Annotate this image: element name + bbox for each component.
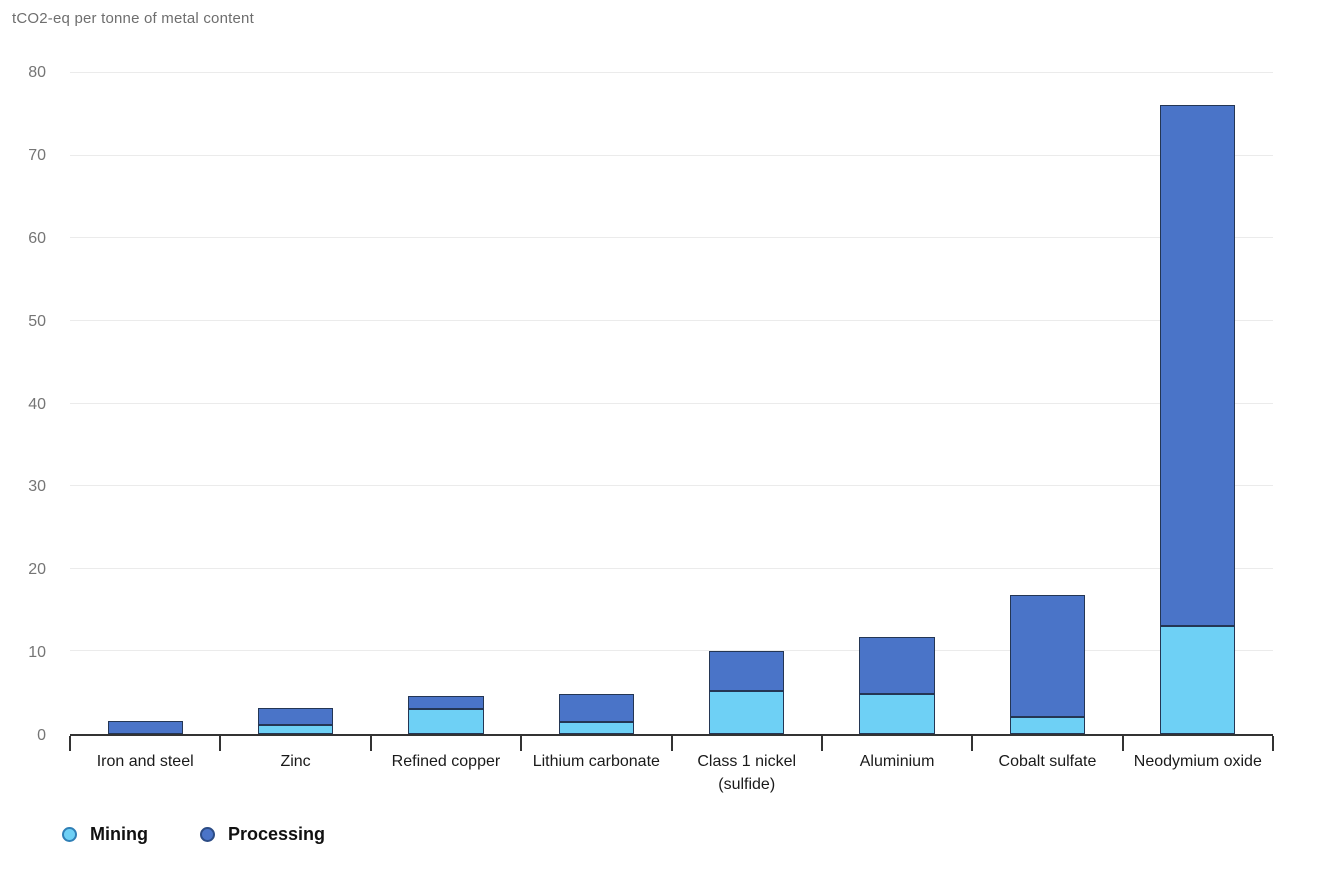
segment-mining xyxy=(709,691,785,734)
segment-processing xyxy=(107,720,183,734)
legend-label: Processing xyxy=(227,824,326,844)
bar-lithium-carbonate xyxy=(558,73,634,734)
bar-iron-and-steel xyxy=(107,73,183,734)
gridline xyxy=(70,650,1273,652)
x-tick xyxy=(69,736,71,751)
legend-swatch-icon xyxy=(62,827,77,842)
legend-item-processing: Processing xyxy=(199,824,326,845)
bar-slot-5 xyxy=(672,73,822,734)
x-axis-ticks xyxy=(69,736,1274,751)
bar-class-1-nickel-sulfide- xyxy=(709,73,785,734)
segment-processing xyxy=(408,696,484,710)
bar-refined-copper xyxy=(408,73,484,734)
gridline xyxy=(70,319,1273,321)
y-tick-label: 20 xyxy=(28,561,46,579)
bar-slot-1 xyxy=(70,73,220,734)
x-tick xyxy=(971,736,974,751)
gridline xyxy=(70,154,1273,156)
plot-area xyxy=(70,72,1273,736)
chart-title: tCO2-eq per tonne of metal content xyxy=(12,10,254,27)
bar-aluminium xyxy=(859,73,935,734)
category-label: Lithium carbonate xyxy=(532,753,660,770)
segment-processing xyxy=(257,708,334,725)
category-label: Aluminium xyxy=(859,753,935,770)
bar-zinc xyxy=(257,73,334,734)
segment-mining xyxy=(558,721,634,734)
x-tick xyxy=(520,736,523,751)
x-tick xyxy=(1121,736,1124,751)
bar-slot-8 xyxy=(1123,73,1273,734)
segment-mining xyxy=(859,693,935,734)
bar-slot-2 xyxy=(220,73,370,734)
category-label: Iron and steel xyxy=(96,753,194,770)
bar-slot-3 xyxy=(371,73,521,734)
segment-processing xyxy=(1009,595,1086,718)
segment-processing xyxy=(1160,105,1236,626)
x-tick xyxy=(369,736,372,751)
legend-item-mining: Mining xyxy=(62,824,148,845)
y-tick-label: 80 xyxy=(28,64,46,81)
y-tick-label: 0 xyxy=(37,727,46,744)
x-tick xyxy=(820,736,823,751)
segment-processing xyxy=(709,651,785,692)
category-label: Refined copper xyxy=(391,753,501,770)
legend-label: Mining xyxy=(90,824,148,844)
bar-slot-7 xyxy=(972,73,1122,734)
y-tick-label: 40 xyxy=(28,395,46,413)
segment-mining xyxy=(408,709,484,734)
x-axis-labels: Iron and steel Zinc Refined copper Lithium … xyxy=(70,750,1273,796)
category-label: Class 1 nickel (sulfide) xyxy=(697,753,797,793)
segment-processing xyxy=(859,637,935,694)
legend: Mining Processing xyxy=(62,824,325,845)
y-tick-label: 70 xyxy=(28,146,46,164)
x-tick xyxy=(670,736,673,751)
y-tick-label: 50 xyxy=(28,312,46,330)
y-axis: 0 10 20 30 40 50 60 70 80 xyxy=(0,65,46,744)
x-tick xyxy=(219,736,222,751)
gridline xyxy=(70,485,1273,487)
bar-slot-6 xyxy=(822,73,972,734)
gridline xyxy=(70,402,1273,404)
gridline xyxy=(70,237,1273,239)
x-tick xyxy=(1272,736,1274,751)
category-label: Neodymium oxide xyxy=(1133,753,1262,770)
category-label: Zinc xyxy=(280,753,311,770)
segment-mining xyxy=(1160,625,1236,734)
y-tick-label: 60 xyxy=(28,229,46,247)
legend-swatch-icon xyxy=(199,827,215,842)
bar-cobalt-sulfate xyxy=(1009,73,1086,734)
y-tick-label: 10 xyxy=(28,644,46,662)
bar-slot-4 xyxy=(521,73,671,734)
bar-neodymium-oxide xyxy=(1160,73,1236,734)
segment-processing xyxy=(558,693,634,722)
gridline xyxy=(70,567,1273,569)
y-tick-label: 30 xyxy=(28,478,46,496)
gridline xyxy=(70,72,1273,73)
category-label: Cobalt sulfate xyxy=(998,753,1097,770)
segment-mining xyxy=(1009,717,1086,734)
segment-mining xyxy=(257,724,334,734)
